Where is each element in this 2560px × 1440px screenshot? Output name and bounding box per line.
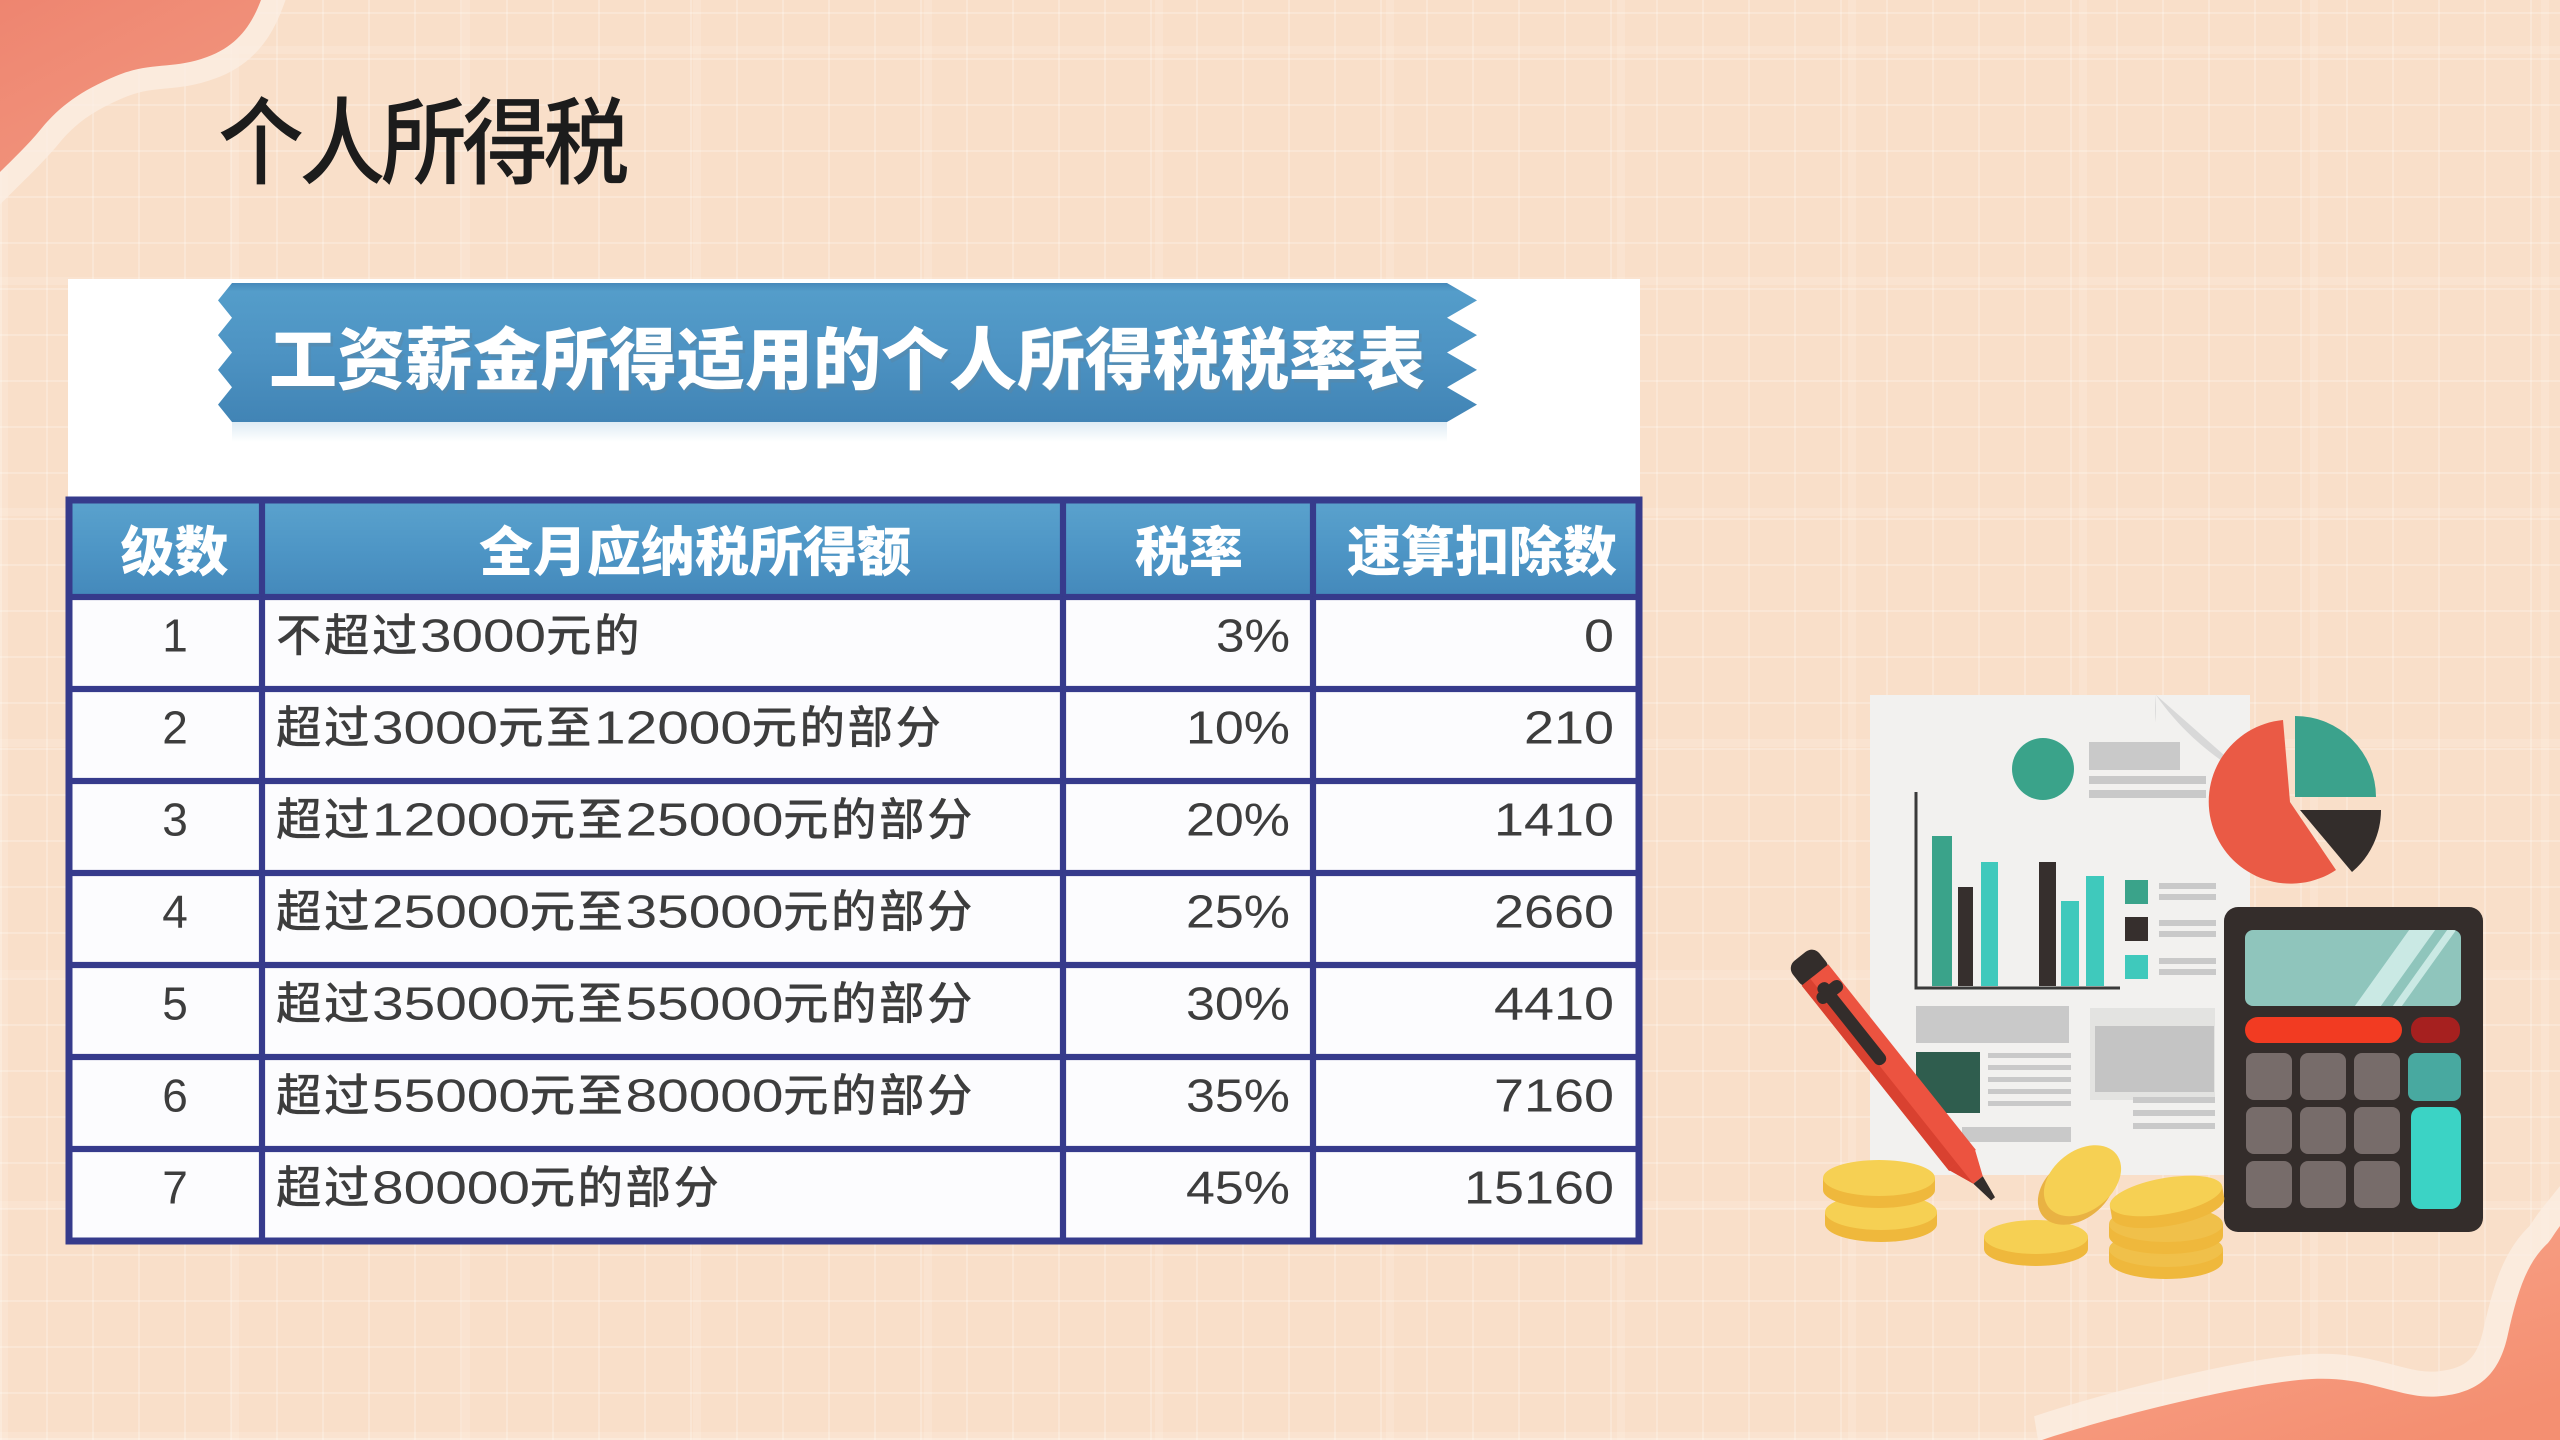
svg-text:1410: 1410 <box>1494 794 1614 846</box>
svg-text:25000: 25000 <box>626 794 784 846</box>
svg-text:45%: 45% <box>1186 1162 1290 1214</box>
svg-text:35%: 35% <box>1186 1070 1290 1122</box>
svg-text:7160: 7160 <box>1494 1070 1614 1122</box>
svg-text:3: 3 <box>162 794 188 846</box>
svg-text:10%: 10% <box>1186 702 1290 754</box>
svg-text:80000: 80000 <box>372 1162 530 1214</box>
svg-text:3%: 3% <box>1216 610 1290 662</box>
svg-text:80000: 80000 <box>626 1070 784 1122</box>
svg-text:4: 4 <box>162 886 188 938</box>
svg-text:15160: 15160 <box>1464 1162 1614 1214</box>
svg-text:12000: 12000 <box>594 702 752 754</box>
svg-text:3000: 3000 <box>420 610 546 662</box>
svg-text:5: 5 <box>162 978 188 1030</box>
svg-text:55000: 55000 <box>372 1070 530 1122</box>
svg-text:35000: 35000 <box>372 978 530 1030</box>
svg-text:25%: 25% <box>1186 886 1290 938</box>
svg-text:0: 0 <box>1584 610 1614 662</box>
svg-text:6: 6 <box>162 1070 188 1122</box>
svg-text:210: 210 <box>1524 702 1614 754</box>
svg-text:2660: 2660 <box>1494 886 1614 938</box>
svg-text:4410: 4410 <box>1494 978 1614 1030</box>
svg-text:1: 1 <box>162 610 188 662</box>
svg-text:55000: 55000 <box>626 978 784 1030</box>
svg-text:35000: 35000 <box>626 886 784 938</box>
svg-text:30%: 30% <box>1186 978 1290 1030</box>
svg-text:3000: 3000 <box>372 702 498 754</box>
svg-text:7: 7 <box>162 1162 188 1214</box>
svg-text:2: 2 <box>162 702 188 754</box>
svg-text:12000: 12000 <box>372 794 530 846</box>
svg-text:25000: 25000 <box>372 886 530 938</box>
svg-text:20%: 20% <box>1186 794 1290 846</box>
